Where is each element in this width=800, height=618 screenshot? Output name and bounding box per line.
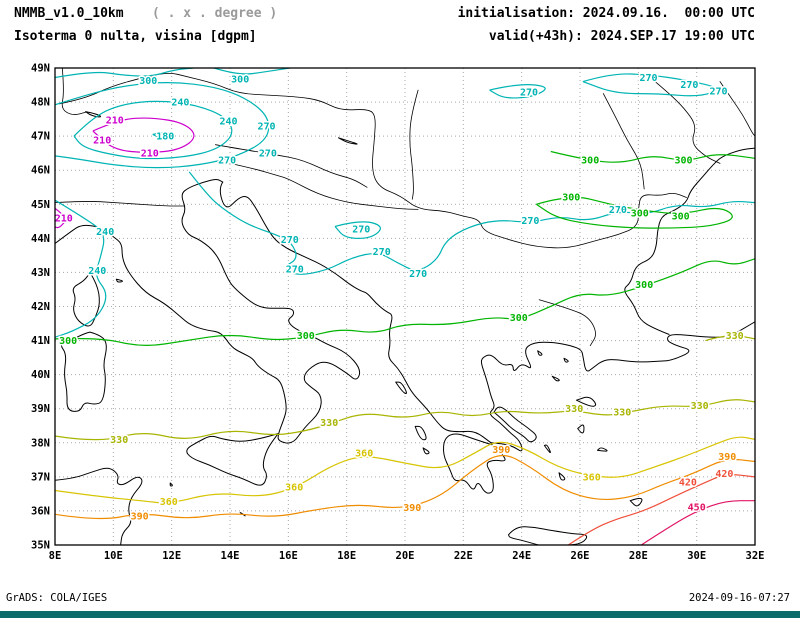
- grid-lines: [55, 68, 755, 545]
- svg-text:20E: 20E: [396, 550, 415, 562]
- svg-text:22E: 22E: [454, 550, 473, 562]
- svg-text:43N: 43N: [31, 267, 50, 279]
- svg-text:28E: 28E: [629, 550, 648, 562]
- svg-text:270: 270: [352, 224, 370, 235]
- svg-text:390: 390: [492, 445, 510, 456]
- svg-text:360: 360: [285, 483, 303, 494]
- svg-text:32E: 32E: [746, 550, 765, 562]
- map-frame: [54, 67, 756, 546]
- svg-text:270: 270: [709, 86, 727, 97]
- svg-text:47N: 47N: [31, 131, 50, 143]
- svg-text:240: 240: [219, 116, 237, 127]
- svg-text:270: 270: [373, 247, 391, 258]
- svg-text:390: 390: [403, 503, 421, 514]
- svg-text:49N: 49N: [31, 63, 50, 75]
- rivers: [55, 68, 755, 347]
- svg-text:45N: 45N: [31, 199, 50, 211]
- svg-text:420: 420: [679, 478, 697, 489]
- svg-text:210: 210: [106, 115, 124, 126]
- svg-text:330: 330: [110, 435, 128, 446]
- contour-lines: [55, 68, 755, 545]
- svg-text:30E: 30E: [687, 550, 706, 562]
- svg-text:330: 330: [565, 404, 583, 415]
- svg-text:270: 270: [521, 216, 539, 227]
- svg-text:270: 270: [609, 205, 627, 216]
- svg-text:40N: 40N: [31, 369, 50, 381]
- svg-text:10E: 10E: [104, 550, 123, 562]
- svg-text:240: 240: [88, 266, 106, 277]
- svg-text:270: 270: [409, 269, 427, 280]
- svg-text:240: 240: [171, 98, 189, 109]
- svg-text:270: 270: [281, 235, 299, 246]
- svg-text:270: 270: [520, 87, 538, 98]
- svg-text:450: 450: [688, 502, 706, 513]
- resolution-note: ( . x . degree ): [152, 6, 278, 21]
- svg-text:270: 270: [286, 265, 304, 276]
- contour-labels: 300 300 270 270 270 240 240 240 240 210 210 210 210 1…: [53, 72, 745, 525]
- svg-text:210: 210: [93, 136, 111, 147]
- svg-text:300: 300: [562, 192, 580, 203]
- svg-text:270: 270: [218, 156, 236, 167]
- svg-text:390: 390: [131, 512, 149, 523]
- svg-text:39N: 39N: [31, 403, 50, 415]
- init-time: initialisation: 2024.09.16. 00:00 UTC: [457, 6, 755, 21]
- svg-text:420: 420: [715, 469, 733, 480]
- svg-text:300: 300: [581, 156, 599, 167]
- svg-text:330: 330: [726, 331, 744, 342]
- svg-text:8E: 8E: [49, 550, 62, 562]
- svg-text:300: 300: [297, 331, 315, 342]
- svg-text:41N: 41N: [31, 335, 50, 347]
- bottom-bar: [0, 611, 800, 618]
- svg-text:330: 330: [320, 418, 338, 429]
- svg-text:24E: 24E: [512, 550, 531, 562]
- svg-text:42N: 42N: [31, 301, 50, 313]
- svg-text:360: 360: [355, 449, 373, 460]
- valid-time: valid(+43h): 2024.SEP.17 19:00 UTC: [488, 29, 755, 44]
- svg-text:300: 300: [631, 208, 649, 219]
- svg-text:37N: 37N: [31, 471, 50, 483]
- svg-text:330: 330: [691, 401, 709, 412]
- svg-text:16E: 16E: [279, 550, 298, 562]
- svg-text:300: 300: [635, 280, 653, 291]
- svg-text:210: 210: [141, 149, 159, 160]
- svg-text:180: 180: [156, 132, 174, 143]
- svg-text:300: 300: [139, 76, 157, 87]
- svg-text:26E: 26E: [571, 550, 590, 562]
- model-title: NMMB_v1.0_10km: [14, 6, 124, 21]
- svg-text:12E: 12E: [162, 550, 181, 562]
- render-timestamp: 2024-09-16-07:27: [688, 592, 790, 604]
- svg-text:240: 240: [96, 227, 114, 238]
- svg-text:300: 300: [510, 313, 528, 324]
- svg-text:46N: 46N: [31, 165, 50, 177]
- coastlines: [55, 111, 755, 545]
- svg-text:270: 270: [259, 149, 277, 160]
- svg-text:44N: 44N: [31, 233, 50, 245]
- svg-text:300: 300: [231, 74, 249, 85]
- svg-text:18E: 18E: [337, 550, 356, 562]
- svg-text:360: 360: [160, 497, 178, 508]
- svg-text:270: 270: [680, 80, 698, 91]
- svg-text:300: 300: [59, 336, 77, 347]
- svg-text:270: 270: [257, 121, 275, 132]
- svg-text:300: 300: [674, 156, 692, 167]
- svg-text:35N: 35N: [31, 540, 50, 552]
- svg-text:390: 390: [718, 452, 736, 463]
- svg-text:330: 330: [613, 408, 631, 419]
- svg-text:270: 270: [639, 73, 657, 84]
- svg-text:360: 360: [583, 472, 601, 483]
- svg-text:300: 300: [672, 212, 690, 223]
- tick-labels: 49N48N47N46N45N44N43N42N41N40N39N38N37N3…: [31, 63, 764, 563]
- grads-credit: GrADS: COLA/IGES: [6, 592, 108, 604]
- svg-text:38N: 38N: [31, 437, 50, 449]
- svg-text:210: 210: [55, 213, 73, 224]
- svg-text:14E: 14E: [221, 550, 240, 562]
- svg-text:36N: 36N: [31, 505, 50, 517]
- plot-subtitle: Isoterma 0 nulta, visina [dgpm]: [14, 29, 257, 44]
- svg-text:48N: 48N: [31, 97, 50, 109]
